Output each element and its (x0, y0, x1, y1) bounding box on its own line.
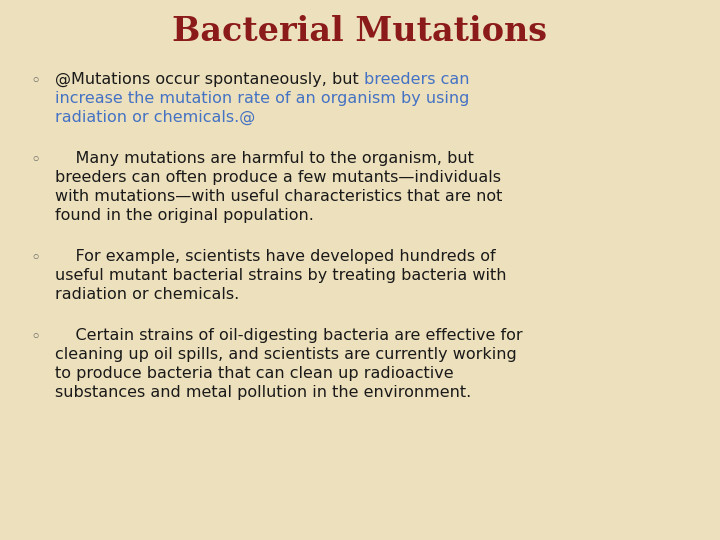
Text: substances and metal pollution in the environment.: substances and metal pollution in the en… (55, 385, 472, 400)
Text: For example, scientists have developed hundreds of: For example, scientists have developed h… (55, 249, 495, 264)
Text: Certain strains of oil-digesting bacteria are effective for: Certain strains of oil-digesting bacteri… (55, 328, 523, 343)
Text: breeders can: breeders can (364, 72, 469, 87)
Text: found in the original population.: found in the original population. (55, 208, 314, 223)
Text: Bacterial Mutations: Bacterial Mutations (173, 15, 547, 48)
Text: increase the mutation rate of an organism by using: increase the mutation rate of an organis… (55, 91, 469, 106)
Text: cleaning up oil spills, and scientists are currently working: cleaning up oil spills, and scientists a… (55, 347, 517, 362)
Text: with mutations—with useful characteristics that are not: with mutations—with useful characteristi… (55, 189, 503, 204)
Text: radiation or chemicals.: radiation or chemicals. (55, 287, 239, 302)
Text: ◦: ◦ (30, 151, 40, 169)
Text: breeders can often produce a few mutants—individuals: breeders can often produce a few mutants… (55, 170, 501, 185)
Text: ◦: ◦ (30, 249, 40, 267)
Text: ◦: ◦ (30, 328, 40, 346)
Text: @Mutations occur spontaneously, but: @Mutations occur spontaneously, but (55, 72, 364, 87)
Text: ◦: ◦ (30, 72, 40, 90)
Text: Many mutations are harmful to the organism, but: Many mutations are harmful to the organi… (55, 151, 474, 166)
Text: to produce bacteria that can clean up radioactive: to produce bacteria that can clean up ra… (55, 366, 454, 381)
Text: useful mutant bacterial strains by treating bacteria with: useful mutant bacterial strains by treat… (55, 268, 506, 283)
Text: radiation or chemicals.@: radiation or chemicals.@ (55, 110, 256, 125)
